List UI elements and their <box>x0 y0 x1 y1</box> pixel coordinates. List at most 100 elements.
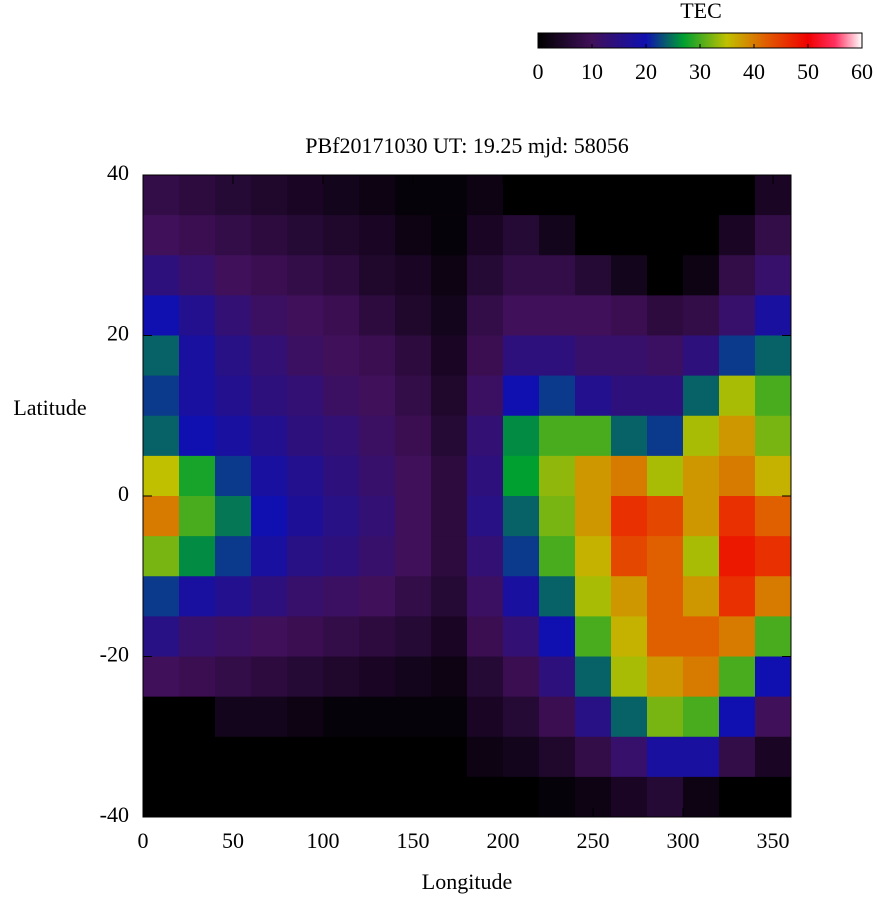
heatmap-cell <box>575 496 612 537</box>
y-tick-label: -20 <box>100 642 129 667</box>
heatmap-cell <box>611 335 648 377</box>
heatmap-cell <box>395 215 432 256</box>
heatmap-cell <box>251 215 288 256</box>
x-tick-label: 300 <box>667 828 700 853</box>
heatmap-cell <box>647 576 684 617</box>
heatmap-cell <box>575 375 612 417</box>
x-tick-label: 150 <box>397 828 430 853</box>
heatmap-cell <box>395 536 432 577</box>
heatmap-cell <box>467 536 504 577</box>
heatmap-cell <box>359 656 396 698</box>
heatmap-cell <box>647 455 684 497</box>
y-tick-label: 20 <box>107 321 129 346</box>
heatmap-cell <box>323 576 360 617</box>
heatmap-cell <box>395 616 432 657</box>
heatmap-cell <box>323 776 360 818</box>
heatmap-cell <box>431 335 468 377</box>
heatmap-cell <box>503 696 540 738</box>
heatmap-cell <box>503 215 540 256</box>
heatmap-cell <box>647 335 684 377</box>
heatmap-cell <box>647 295 684 336</box>
heatmap-cell <box>287 295 324 336</box>
heatmap-cell <box>359 576 396 617</box>
heatmap-cell <box>611 215 648 256</box>
heatmap-cell <box>143 415 180 457</box>
heatmap-cell <box>251 375 288 417</box>
heatmap-cell <box>503 295 540 336</box>
chart-title: PBf20171030 UT: 19.25 mjd: 58056 <box>305 133 628 158</box>
heatmap-cell <box>539 295 576 336</box>
heatmap-cell <box>251 295 288 336</box>
heatmap-cell <box>539 496 576 537</box>
heatmap-cell <box>755 736 792 778</box>
x-tick-label: 350 <box>757 828 790 853</box>
heatmap-cell <box>431 375 468 417</box>
colorbar-tick-label: 30 <box>689 59 711 84</box>
heatmap-cell <box>251 175 288 216</box>
heatmap-cell <box>611 576 648 617</box>
heatmap-cell <box>431 616 468 657</box>
heatmap-cell <box>539 335 576 377</box>
heatmap-cell <box>647 736 684 778</box>
heatmap-cell <box>683 295 720 336</box>
heatmap-cell <box>719 255 756 296</box>
heatmap-cell <box>323 175 360 216</box>
heatmap-cell <box>755 536 792 577</box>
heatmap-cell <box>323 616 360 657</box>
heatmap-cell <box>575 616 612 657</box>
heatmap-cell <box>755 696 792 738</box>
heatmap-cell <box>287 455 324 497</box>
heatmap-cell <box>503 616 540 657</box>
heatmap-cell <box>683 536 720 577</box>
heatmap-cell <box>431 496 468 537</box>
heatmap-cell <box>251 335 288 377</box>
heatmap-cell <box>539 536 576 577</box>
heatmap-cell <box>611 736 648 778</box>
heatmap-cell <box>431 576 468 617</box>
heatmap-cell <box>215 455 252 497</box>
heatmap-cell <box>431 736 468 778</box>
heatmap-cell <box>287 656 324 698</box>
heatmap-cell <box>611 536 648 577</box>
heatmap-cell <box>143 696 180 738</box>
heatmap-cell <box>395 375 432 417</box>
heatmap-cell <box>575 455 612 497</box>
heatmap-cell <box>251 255 288 296</box>
heatmap-cell <box>719 496 756 537</box>
heatmap-cell <box>359 616 396 657</box>
heatmap-cell <box>539 736 576 778</box>
heatmap-cell <box>287 375 324 417</box>
heatmap-cell <box>683 656 720 698</box>
heatmap-cell <box>179 576 216 617</box>
heatmap-cell <box>755 375 792 417</box>
heatmap-cell <box>359 255 396 296</box>
heatmap-cell <box>467 335 504 377</box>
heatmap-cell <box>683 375 720 417</box>
heatmap-cell <box>467 415 504 457</box>
heatmap-cell <box>503 576 540 617</box>
heatmap-cell <box>539 415 576 457</box>
heatmap-cell <box>215 576 252 617</box>
heatmap-cell <box>683 215 720 256</box>
heatmap-cell <box>539 776 576 818</box>
heatmap-cell <box>503 415 540 457</box>
heatmap-cell <box>611 455 648 497</box>
heatmap-cell <box>323 255 360 296</box>
heatmap-cell <box>215 215 252 256</box>
heatmap-cell <box>431 415 468 457</box>
colorbar-tick-label: 10 <box>581 59 603 84</box>
heatmap-cell <box>755 335 792 377</box>
heatmap-cell <box>251 496 288 537</box>
heatmap-cell <box>503 736 540 778</box>
heatmap-cell <box>575 335 612 377</box>
heatmap-cell <box>755 576 792 617</box>
heatmap-cell <box>611 696 648 738</box>
heatmap-cell <box>179 335 216 377</box>
heatmap-cell <box>179 255 216 296</box>
heatmap-cell <box>683 616 720 657</box>
heatmap-cell <box>575 536 612 577</box>
heatmap-cell <box>215 415 252 457</box>
heatmap-cell <box>719 415 756 457</box>
heatmap-cell <box>287 496 324 537</box>
heatmap-cell <box>215 616 252 657</box>
